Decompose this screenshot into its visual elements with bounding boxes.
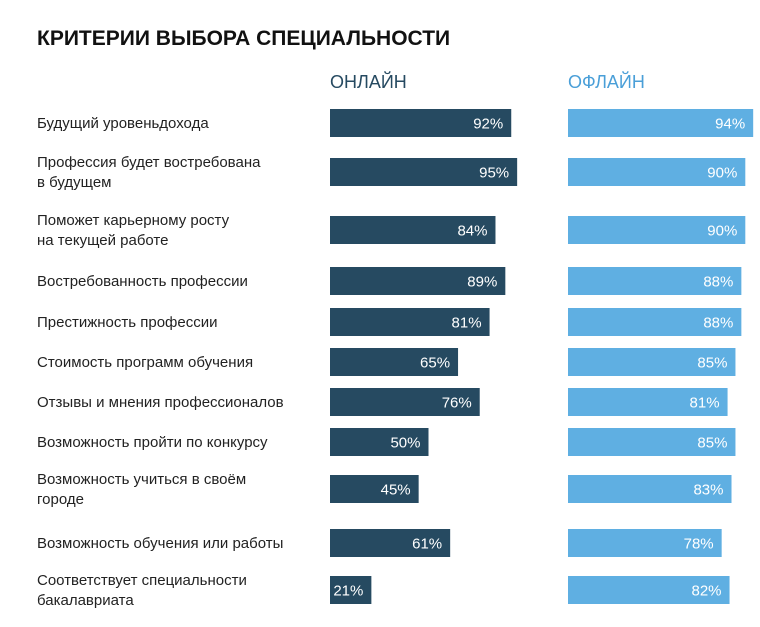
bar-online bbox=[330, 576, 372, 604]
bar-value-label: 81% bbox=[452, 315, 482, 332]
bar-offline bbox=[568, 475, 732, 503]
category-label: Стоимость программ обучения bbox=[37, 354, 253, 371]
bar-offline bbox=[568, 576, 730, 604]
series-header-1: ОФЛАЙН bbox=[568, 71, 645, 92]
bar-online bbox=[330, 158, 518, 186]
bar-value-label: 76% bbox=[442, 395, 472, 412]
category-label: бакалавриата bbox=[37, 592, 134, 609]
bar-value-label: 88% bbox=[703, 315, 733, 332]
bar-online bbox=[330, 109, 512, 137]
bar-value-label: 83% bbox=[693, 482, 723, 499]
category-label: Отзывы и мнения профессионалов bbox=[37, 394, 284, 411]
series-headers: ОНЛАЙН ОФЛАЙН bbox=[330, 71, 645, 92]
bar-value-label: 50% bbox=[390, 435, 420, 452]
category-label: Профессия будет востребована bbox=[37, 154, 261, 171]
bar-value-label: 61% bbox=[412, 536, 442, 553]
category-label: Возможность учиться в своём bbox=[37, 471, 246, 488]
bar-offline bbox=[568, 348, 736, 376]
category-label: Будущий уровеньдохода bbox=[37, 115, 209, 132]
bar-offline bbox=[568, 109, 754, 137]
series-header-0: ОНЛАЙН bbox=[330, 71, 407, 92]
bar-value-label: 84% bbox=[457, 223, 487, 240]
bar-online bbox=[330, 348, 459, 376]
category-label: на текущей работе bbox=[37, 232, 168, 249]
bar-offline bbox=[568, 388, 728, 416]
bar-value-label: 81% bbox=[690, 395, 720, 412]
chart-title: КРИТЕРИИ ВЫБОРА СПЕЦИАЛЬНОСТИ bbox=[37, 27, 450, 50]
bar-online bbox=[330, 475, 419, 503]
category-label: городе bbox=[37, 491, 84, 508]
bar-value-label: 65% bbox=[420, 355, 450, 372]
bar-value-label: 88% bbox=[703, 274, 733, 291]
bar-online bbox=[330, 267, 506, 295]
bar-value-label: 82% bbox=[692, 583, 722, 600]
category-label: Востребованность профессии bbox=[37, 273, 248, 290]
bar-value-label: 78% bbox=[684, 536, 714, 553]
bar-value-label: 89% bbox=[467, 274, 497, 291]
bar-online bbox=[330, 388, 480, 416]
bar-online bbox=[330, 216, 496, 244]
bar-offline bbox=[568, 216, 746, 244]
bar-offline bbox=[568, 529, 722, 557]
category-label: Возможность пройти по конкурсу bbox=[37, 434, 268, 451]
bar-offline bbox=[568, 428, 736, 456]
category-labels: Будущий уровеньдохода Профессия будет вос… bbox=[37, 115, 284, 609]
category-label: Возможность обучения или работы bbox=[37, 535, 283, 552]
bar-value-label: 85% bbox=[697, 435, 727, 452]
category-label: Престижность профессии bbox=[37, 314, 217, 331]
category-label: в будущем bbox=[37, 174, 111, 191]
bar-value-label: 90% bbox=[707, 223, 737, 240]
bar-value-label: 85% bbox=[697, 355, 727, 372]
category-label: Поможет карьерному росту bbox=[37, 212, 230, 229]
bar-offline bbox=[568, 267, 742, 295]
category-label: Соответствует специальности bbox=[37, 572, 247, 589]
bar-value-label: 90% bbox=[707, 165, 737, 182]
bar-value-label: 94% bbox=[715, 116, 745, 133]
bar-value-label: 95% bbox=[479, 165, 509, 182]
bar-offline bbox=[568, 158, 746, 186]
bar-online bbox=[330, 529, 451, 557]
bar-value-label: 45% bbox=[381, 482, 411, 499]
bar-value-label: 92% bbox=[473, 116, 503, 133]
bar-value-label: 21% bbox=[333, 583, 363, 600]
bar-online bbox=[330, 428, 429, 456]
bar-online bbox=[330, 308, 490, 336]
bar-offline bbox=[568, 308, 742, 336]
bars: 92% 95% 84% 89% 81% 65% 76% 50% 45% 61% 21% 94% 90% 9… bbox=[330, 109, 754, 604]
